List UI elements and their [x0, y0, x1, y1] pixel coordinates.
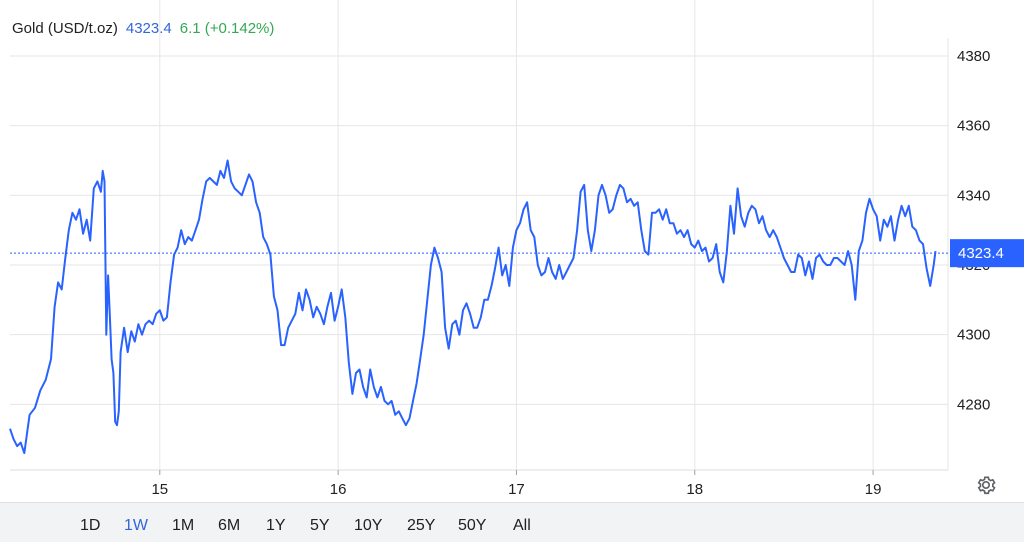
x-tick-label: 19 — [865, 481, 882, 498]
range-button-1m[interactable]: 1M — [172, 517, 195, 534]
range-selector: 1D 1W 1M 6M 1Y 5Y 10Y 25Y 50Y All — [0, 502, 1024, 542]
y-tick-label: 4360 — [957, 118, 990, 135]
gear-icon[interactable] — [975, 474, 997, 496]
range-button-all[interactable]: All — [513, 517, 531, 534]
instrument-name: Gold (USD/t.oz) — [12, 20, 118, 37]
range-button-10y[interactable]: 10Y — [354, 517, 383, 534]
x-tick-label: 15 — [151, 481, 168, 498]
range-button-1y[interactable]: 1Y — [266, 517, 286, 534]
last-price-tag-label: 4323.4 — [958, 245, 1004, 262]
price-series-line — [9, 159, 937, 455]
range-button-25y[interactable]: 25Y — [407, 517, 436, 534]
x-tick-label: 17 — [508, 481, 525, 498]
y-tick-label: 4340 — [957, 187, 990, 204]
range-button-1w[interactable]: 1W — [124, 517, 148, 534]
x-tick-label: 18 — [686, 481, 703, 498]
range-button-6m[interactable]: 6M — [218, 517, 241, 534]
y-tick-label: 4300 — [957, 327, 990, 344]
price-change: 6.1 (+0.142%) — [179, 20, 275, 37]
range-button-50y[interactable]: 50Y — [458, 517, 487, 534]
y-tick-label: 4380 — [957, 48, 990, 65]
range-button-5y[interactable]: 5Y — [310, 517, 330, 534]
price-chart[interactable]: 42804300432043404360438015161718194323.4 — [0, 0, 1024, 502]
y-tick-label: 4280 — [957, 396, 990, 413]
range-button-1d[interactable]: 1D — [80, 517, 101, 534]
x-tick-label: 16 — [330, 481, 347, 498]
last-price-tag — [950, 239, 1024, 268]
